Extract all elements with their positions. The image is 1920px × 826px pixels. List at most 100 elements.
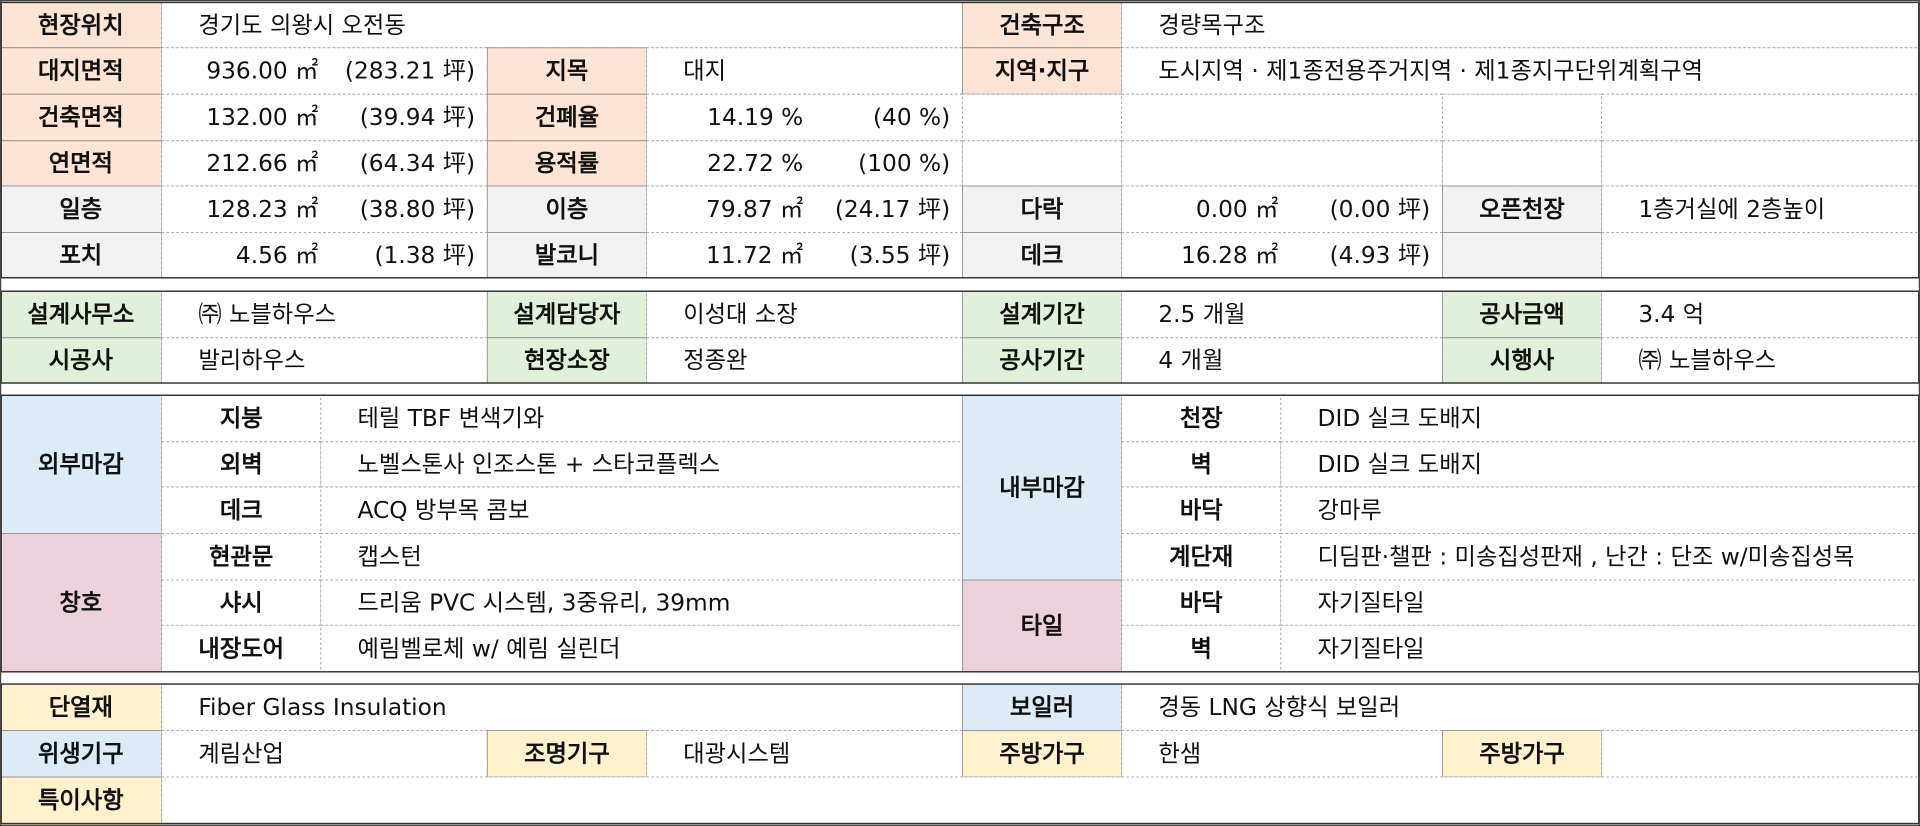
cell-value: 한샘	[1158, 741, 1201, 768]
cell-value: (283.21 坪)	[345, 58, 475, 85]
cell	[961, 1, 1123, 49]
cell	[961, 579, 1123, 673]
cell-value: (39.94 坪)	[360, 104, 475, 131]
cell	[646, 730, 963, 778]
cell	[1601, 337, 1920, 384]
cell	[1121, 441, 1282, 488]
cell	[486, 47, 648, 95]
cell	[1601, 290, 1920, 339]
cell-label: 바닥	[1180, 497, 1223, 524]
cell-value: 경동 LNG 상향식 보일러	[1158, 694, 1400, 721]
cell	[161, 683, 963, 732]
cell-value: ACQ 방부목 콤보	[358, 497, 530, 524]
cell-label: 설계기간	[999, 301, 1085, 328]
cell-label: 대지면적	[38, 58, 124, 85]
cell	[1441, 140, 1603, 187]
cell	[161, 93, 488, 142]
cell	[320, 441, 963, 488]
cell	[1280, 533, 1920, 581]
cell-value: 계림산업	[198, 741, 284, 768]
cell	[486, 93, 648, 142]
cell	[0, 185, 163, 233]
cell	[1121, 140, 1443, 187]
cell	[961, 232, 1123, 279]
cell-label: 현관문	[209, 544, 273, 571]
cell-label: 내장도어	[198, 635, 284, 662]
cell-value: 2.5 개월	[1158, 301, 1245, 328]
cell	[486, 185, 648, 233]
cell	[486, 140, 648, 187]
cell-label: 설계사무소	[27, 301, 134, 328]
cell-value: 212.66 ㎡	[206, 150, 318, 177]
cell-value: (38.80 坪)	[360, 196, 475, 223]
cell-value: 경량목구조	[1158, 12, 1265, 39]
cell	[161, 394, 322, 443]
cell-value: 4.56 ㎡	[236, 242, 318, 269]
cell	[161, 232, 488, 279]
cell-value: 대지	[683, 58, 726, 85]
cell-label: 바닥	[1180, 589, 1223, 616]
cell	[0, 394, 163, 535]
cell-label: 데크	[1021, 242, 1064, 269]
cell-label: 지목	[546, 58, 589, 85]
cell-label: 데크	[220, 497, 263, 524]
cell-value: (40 %)	[873, 104, 950, 131]
cell-label: 연면적	[49, 150, 113, 177]
cell-label: 현장소장	[524, 347, 610, 374]
cell	[0, 1, 163, 49]
cell	[0, 140, 163, 187]
cell	[961, 337, 1123, 384]
cell	[161, 533, 322, 581]
cell	[961, 93, 1123, 142]
cell-value: 16.28 ㎡	[1181, 242, 1278, 269]
cell-value: 22.72 %	[707, 150, 803, 177]
cell-label: 시공사	[49, 347, 114, 374]
cell-value: 132.00 ㎡	[206, 104, 318, 131]
cell-label: 다락	[1021, 196, 1064, 223]
cell	[646, 290, 963, 339]
cell-value: 예림벨로체 w/ 예림 실린더	[358, 635, 621, 662]
cell-value: (24.17 坪)	[835, 196, 950, 223]
cell	[1121, 290, 1443, 339]
cell-value: 정종완	[683, 347, 747, 374]
cell-value: (0.00 坪)	[1330, 196, 1431, 223]
cell	[0, 730, 163, 778]
cell	[646, 93, 963, 142]
cell-label: 이층	[546, 196, 589, 223]
cell-label: 창호	[59, 589, 102, 616]
cell	[0, 683, 163, 732]
cell-value: 디딤판·챌판 : 미송집성판재 , 난간 : 단조 w/미송집성목	[1318, 544, 1855, 571]
cell-value: Fiber Glass Insulation	[198, 694, 446, 721]
cell	[961, 185, 1123, 233]
cell-value: 경기도 의왕시 오전동	[198, 12, 405, 39]
cell-value: ㈜ 노블하우스	[1638, 347, 1776, 374]
cell-value: DID 실크 도배지	[1318, 451, 1482, 478]
cell	[320, 394, 963, 443]
cell-value: 강마루	[1318, 497, 1382, 524]
cell	[961, 140, 1123, 187]
cell-label: 내부마감	[999, 474, 1085, 501]
cell-label: 외벽	[220, 451, 263, 478]
cell	[161, 47, 488, 95]
cell-label: 발코니	[535, 242, 599, 269]
cell	[1601, 232, 1920, 279]
cell	[1280, 486, 1920, 535]
cell	[646, 185, 963, 233]
cell	[961, 683, 1123, 732]
cell	[1121, 579, 1282, 626]
cell-label: 벽	[1191, 451, 1212, 478]
cell	[161, 337, 488, 384]
cell-value: 자기질타일	[1318, 589, 1425, 616]
cell	[1121, 337, 1443, 384]
cell-label: 단열재	[49, 694, 113, 721]
cell-label: 현장위치	[38, 12, 124, 39]
cell-label: 지붕	[220, 405, 263, 432]
cell	[161, 185, 488, 233]
cell	[0, 337, 163, 384]
cell-label: 주방가구	[999, 741, 1085, 768]
cell-value: 79.87 ㎡	[706, 196, 803, 223]
cell-label: 공사금액	[1479, 301, 1565, 328]
cell-value: 1층거실에 2층높이	[1638, 196, 1825, 223]
cell	[1601, 140, 1920, 187]
